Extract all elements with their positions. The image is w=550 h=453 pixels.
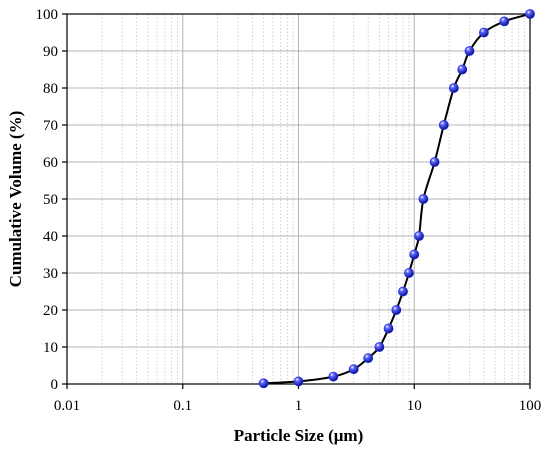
data-points <box>258 9 535 389</box>
y-tick-label: 0 <box>51 377 59 393</box>
y-tick-label: 30 <box>43 266 58 282</box>
y-tick-label: 20 <box>43 303 58 319</box>
data-point <box>398 286 408 297</box>
y-tick-label: 80 <box>43 81 58 97</box>
x-tick-label: 0.1 <box>173 398 192 414</box>
data-point <box>499 16 510 27</box>
data-point <box>457 64 468 75</box>
y-tick-label: 90 <box>43 44 58 60</box>
data-point <box>464 46 475 56</box>
data-point <box>525 9 535 19</box>
data-point <box>328 371 339 382</box>
tick-labels: 0.01 0.1 1 10 100 0 10 20 30 40 50 60 70 80 90 100 <box>36 7 542 414</box>
y-tick-label: 40 <box>43 229 58 245</box>
y-tick-label: 50 <box>43 192 58 208</box>
y-axis-title: Cumulative Volume (%) <box>6 111 25 288</box>
data-point <box>429 157 440 167</box>
y-tick-label: 10 <box>43 340 58 356</box>
x-tick-label: 100 <box>519 398 542 414</box>
data-point <box>363 353 374 363</box>
x-tick-label: 1 <box>295 398 303 414</box>
data-point <box>258 378 269 389</box>
data-point <box>414 231 424 241</box>
data-point <box>404 268 414 278</box>
x-axis-title: Particle Size (μm) <box>234 426 364 445</box>
data-point <box>479 27 489 38</box>
x-tick-label: 10 <box>407 398 422 414</box>
data-point <box>391 305 402 315</box>
data-point <box>293 376 304 387</box>
data-point <box>409 249 420 260</box>
y-tick-label: 70 <box>43 118 58 134</box>
data-point <box>374 342 385 352</box>
data-point <box>383 323 394 334</box>
data-point <box>448 83 459 93</box>
y-tick-label: 100 <box>36 7 59 23</box>
data-point <box>438 120 449 130</box>
y-tick-label: 60 <box>43 155 58 171</box>
data-point <box>418 194 429 204</box>
data-point <box>348 364 359 375</box>
x-tick-label: 0.01 <box>54 398 80 414</box>
